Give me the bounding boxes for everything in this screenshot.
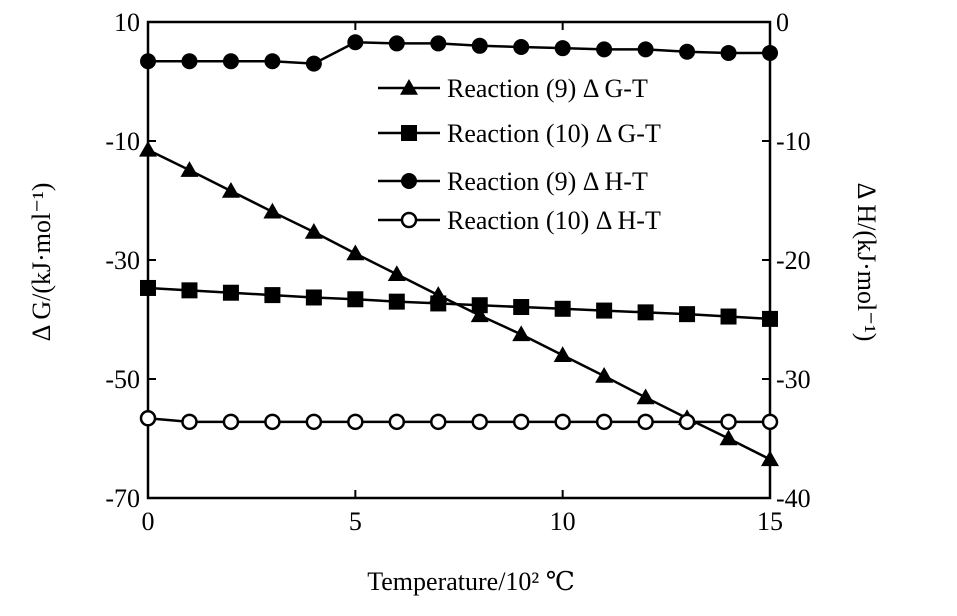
legend-marker (401, 125, 417, 141)
series-4-point (388, 413, 406, 431)
series-4-point (678, 413, 696, 431)
series-1-point (139, 140, 157, 157)
series-3-point (347, 34, 364, 51)
series-2-point (471, 297, 488, 314)
series-1-point (761, 450, 779, 467)
x-tick-label: 0 (142, 507, 155, 536)
series-2-point (637, 304, 654, 321)
x-tick-label: 5 (349, 507, 362, 536)
y-right-tick-label: -20 (776, 246, 811, 275)
series-1-point (719, 429, 738, 446)
plot-area: 0 5 10 1510-10-30-50-700-10-20-30-40Reactio… (105, 8, 810, 536)
y-right-tick-label: -40 (776, 484, 811, 513)
series-3-point (140, 53, 156, 70)
series-3-point (388, 35, 405, 52)
y-right-tick-label: -10 (776, 127, 811, 156)
series-3-point (222, 53, 239, 70)
y-left-tick-label: -70 (105, 484, 140, 513)
series-4-point (720, 413, 737, 431)
series-2-point (388, 293, 405, 310)
series-3-point (720, 44, 737, 61)
series-2-point (264, 287, 281, 304)
series-4-point (471, 413, 488, 431)
series-1-point (470, 306, 489, 323)
y-right-tick-label: 0 (776, 8, 789, 37)
series-4-point (430, 413, 447, 431)
series-3-point (264, 53, 281, 70)
series-4-line (147, 417, 770, 424)
series-3-line (148, 40, 770, 65)
x-tick-label: 15 (757, 507, 783, 536)
legend-label: Reaction (9) Δ H-T (447, 167, 648, 196)
series-1-point (636, 388, 655, 405)
series-2-point (305, 289, 322, 306)
series-4-point (222, 413, 240, 431)
series-2-point (347, 291, 364, 308)
legend-label: Reaction (9) Δ G-T (447, 74, 648, 103)
legend-label: Reaction (10) Δ G-T (447, 119, 661, 148)
series-4-point (512, 413, 530, 431)
series-4-point (554, 413, 571, 431)
series-2-point (596, 302, 613, 319)
series-2-line (147, 286, 771, 321)
series-4-point (595, 413, 613, 431)
series-3-point (471, 37, 488, 54)
series-1-point (221, 181, 240, 198)
series-3-point (762, 44, 778, 61)
series-3-point (305, 55, 322, 72)
y-left-tick-label: -30 (105, 246, 140, 275)
y-right-axis-title: Δ H/(kJ·mol⁻¹) (852, 183, 881, 342)
legend-label: Reaction (10) Δ H-T (447, 206, 661, 235)
series-1-point (387, 265, 406, 282)
y-left-axis-title: Δ G/(kJ·mol⁻¹) (27, 183, 56, 342)
series-2-point (554, 300, 571, 317)
series-3-point (679, 43, 696, 60)
series-2-point (181, 282, 198, 299)
series-1-point (346, 244, 365, 261)
legend-marker (400, 79, 418, 95)
series-4-point (761, 413, 779, 431)
series-3-point (637, 41, 654, 58)
series-1-point (512, 325, 531, 342)
series-4-point (347, 413, 364, 431)
y-left-tick-label: 10 (114, 8, 140, 37)
series-2-point (140, 279, 156, 296)
series-2-point (679, 306, 696, 323)
series-4-point (305, 413, 323, 431)
series-4-point (637, 413, 654, 431)
series-2-point (430, 295, 447, 312)
series-3-point (596, 41, 613, 58)
series-2-point (513, 299, 530, 316)
y-left-tick-label: -50 (105, 365, 140, 394)
legend-marker (400, 211, 418, 229)
series-4-point (181, 413, 198, 431)
series-2-point (720, 308, 737, 325)
y-right-tick-label: -30 (776, 365, 811, 394)
series-4-point (264, 413, 281, 431)
series-1-point (180, 161, 199, 177)
series-3-point (430, 35, 447, 52)
series-4-point (139, 410, 157, 427)
series-1-point (595, 367, 614, 383)
series-2-point (222, 284, 239, 301)
x-tick-label: 10 (550, 507, 576, 536)
x-axis-title: Temperature/10² ℃ (367, 567, 575, 596)
series-3-point (181, 53, 198, 70)
series-1-point (304, 223, 323, 239)
legend-marker (401, 173, 417, 189)
series-3-point (554, 40, 571, 57)
series-1-point (553, 346, 572, 362)
series-2-point (762, 310, 778, 327)
series-1-point (263, 202, 282, 219)
series-3-point (513, 38, 530, 55)
y-left-tick-label: -10 (105, 127, 140, 156)
